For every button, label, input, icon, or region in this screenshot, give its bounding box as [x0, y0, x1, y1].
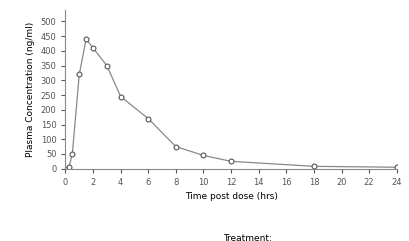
Y-axis label: Plasma Concentration (ng/ml): Plasma Concentration (ng/ml) — [26, 21, 35, 157]
X-axis label: Time post dose (hrs): Time post dose (hrs) — [184, 192, 278, 201]
Legend: Commercial Tablet: Commercial Tablet — [192, 234, 303, 241]
